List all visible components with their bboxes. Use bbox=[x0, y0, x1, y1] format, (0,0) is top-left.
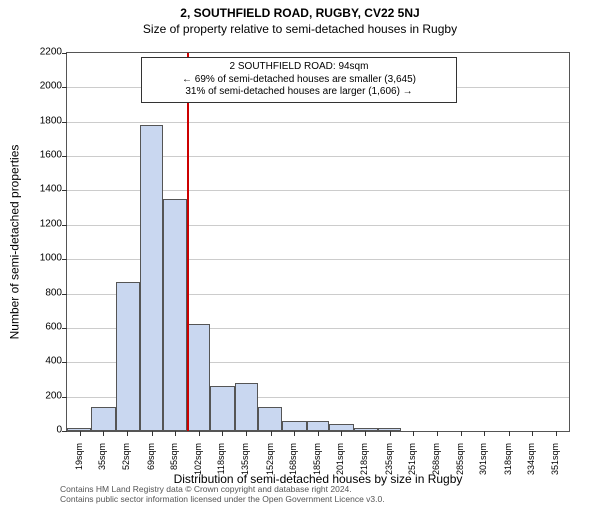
x-tick bbox=[175, 431, 176, 436]
y-tick-label: 1200 bbox=[22, 218, 62, 229]
y-tick bbox=[62, 87, 67, 88]
footer-line2: Contains public sector information licen… bbox=[60, 495, 385, 504]
x-tick-label: 69sqm bbox=[146, 443, 156, 483]
x-tick-label: 301sqm bbox=[478, 443, 488, 483]
y-tick bbox=[62, 156, 67, 157]
annotation-line3: 31% of semi-detached houses are larger (… bbox=[148, 86, 450, 99]
x-tick bbox=[271, 431, 272, 436]
histogram-bar bbox=[329, 424, 353, 431]
x-tick bbox=[532, 431, 533, 436]
histogram-bar bbox=[140, 125, 163, 431]
x-tick bbox=[246, 431, 247, 436]
annotation-line1: 2 SOUTHFIELD ROAD: 94sqm bbox=[148, 61, 450, 74]
histogram-bar bbox=[282, 421, 306, 431]
x-tick-label: 52sqm bbox=[121, 443, 131, 483]
y-tick-label: 2000 bbox=[22, 81, 62, 92]
x-tick bbox=[127, 431, 128, 436]
x-tick bbox=[556, 431, 557, 436]
x-tick bbox=[509, 431, 510, 436]
x-tick bbox=[294, 431, 295, 436]
y-tick bbox=[62, 122, 67, 123]
y-tick bbox=[62, 225, 67, 226]
x-tick-label: 201sqm bbox=[335, 443, 345, 483]
x-tick-label: 185sqm bbox=[312, 443, 322, 483]
x-tick bbox=[365, 431, 366, 436]
histogram-bar bbox=[91, 407, 115, 431]
y-tick-label: 400 bbox=[22, 356, 62, 367]
y-tick bbox=[62, 431, 67, 432]
histogram-bar bbox=[258, 407, 282, 431]
histogram-bar bbox=[116, 282, 140, 431]
x-tick-label: 318sqm bbox=[503, 443, 513, 483]
plot-area: 2 SOUTHFIELD ROAD: 94sqm ← 69% of semi-d… bbox=[66, 52, 570, 432]
x-tick-label: 102sqm bbox=[193, 443, 203, 483]
histogram-bar bbox=[235, 383, 258, 431]
x-tick bbox=[461, 431, 462, 436]
y-tick bbox=[62, 259, 67, 260]
annotation-box: 2 SOUTHFIELD ROAD: 94sqm ← 69% of semi-d… bbox=[141, 57, 457, 103]
y-axis-label-wrap: Number of semi-detached properties bbox=[6, 52, 22, 432]
gridline bbox=[67, 122, 569, 123]
x-tick-label: 351sqm bbox=[550, 443, 560, 483]
y-tick-label: 800 bbox=[22, 287, 62, 298]
x-tick bbox=[413, 431, 414, 436]
y-tick bbox=[62, 294, 67, 295]
x-tick-label: 218sqm bbox=[359, 443, 369, 483]
x-tick bbox=[199, 431, 200, 436]
x-tick-label: 85sqm bbox=[169, 443, 179, 483]
y-tick-label: 2200 bbox=[22, 47, 62, 58]
y-tick bbox=[62, 328, 67, 329]
chart-supertitle: 2, SOUTHFIELD ROAD, RUGBY, CV22 5NJ bbox=[0, 6, 600, 20]
x-tick-label: 268sqm bbox=[431, 443, 441, 483]
x-tick bbox=[390, 431, 391, 436]
y-tick bbox=[62, 53, 67, 54]
y-tick-label: 600 bbox=[22, 321, 62, 332]
chart-title: Size of property relative to semi-detach… bbox=[0, 22, 600, 36]
histogram-bar bbox=[163, 199, 187, 431]
x-tick bbox=[152, 431, 153, 436]
x-tick bbox=[80, 431, 81, 436]
x-tick-label: 19sqm bbox=[74, 443, 84, 483]
y-tick bbox=[62, 362, 67, 363]
x-tick bbox=[103, 431, 104, 436]
x-tick bbox=[437, 431, 438, 436]
x-tick-label: 135sqm bbox=[240, 443, 250, 483]
x-tick bbox=[341, 431, 342, 436]
y-tick-label: 0 bbox=[22, 425, 62, 436]
y-tick bbox=[62, 397, 67, 398]
y-tick-label: 1000 bbox=[22, 253, 62, 264]
x-tick-label: 235sqm bbox=[384, 443, 394, 483]
x-tick-label: 35sqm bbox=[97, 443, 107, 483]
x-tick-label: 118sqm bbox=[216, 443, 226, 483]
y-tick bbox=[62, 190, 67, 191]
x-tick bbox=[484, 431, 485, 436]
y-tick-label: 1600 bbox=[22, 150, 62, 161]
x-tick bbox=[222, 431, 223, 436]
histogram-bar bbox=[210, 386, 234, 431]
x-tick-label: 152sqm bbox=[265, 443, 275, 483]
y-tick-label: 1800 bbox=[22, 115, 62, 126]
footer-credits: Contains HM Land Registry data © Crown c… bbox=[60, 485, 385, 504]
histogram-bar bbox=[307, 421, 330, 431]
x-tick bbox=[318, 431, 319, 436]
x-tick-label: 285sqm bbox=[455, 443, 465, 483]
y-tick-label: 200 bbox=[22, 390, 62, 401]
reference-line bbox=[187, 53, 189, 431]
y-axis-label: Number of semi-detached properties bbox=[7, 145, 21, 340]
annotation-line2: ← 69% of semi-detached houses are smalle… bbox=[148, 74, 450, 87]
histogram-bar bbox=[187, 324, 210, 431]
x-tick-label: 334sqm bbox=[526, 443, 536, 483]
x-tick-label: 168sqm bbox=[288, 443, 298, 483]
x-tick-label: 251sqm bbox=[407, 443, 417, 483]
y-tick-label: 1400 bbox=[22, 184, 62, 195]
